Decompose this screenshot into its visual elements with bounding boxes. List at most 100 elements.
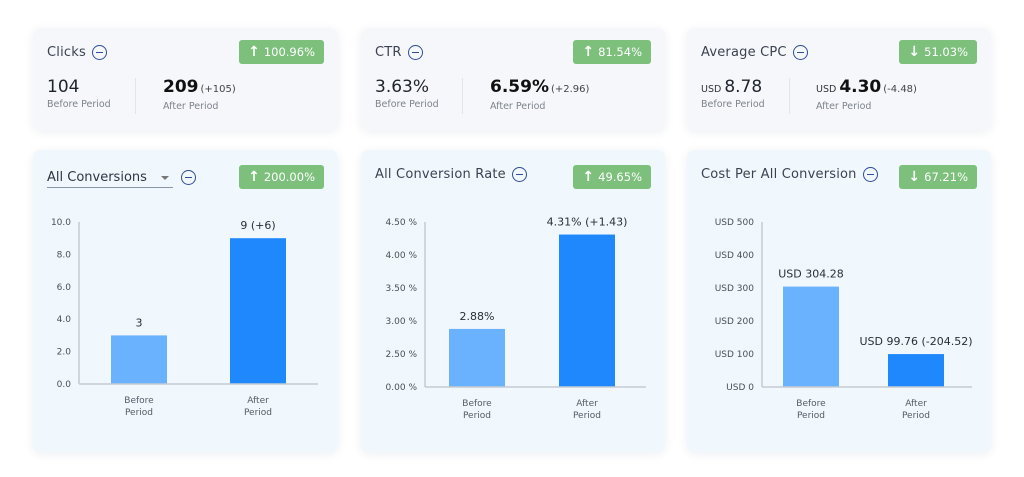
arrow-up-icon: ↑ bbox=[582, 44, 595, 60]
change-percent: 49.65% bbox=[598, 170, 642, 184]
before-label: Before Period bbox=[47, 99, 111, 110]
divider bbox=[135, 78, 136, 114]
bar-after-period bbox=[559, 234, 615, 387]
y-tick-label: 4.50 % bbox=[386, 218, 418, 228]
change-badge: ↑ 49.65% bbox=[573, 165, 651, 189]
y-tick-label: USD 200 bbox=[715, 317, 755, 327]
after-value: 209 bbox=[163, 77, 199, 97]
bar-chart-all-conversions: 0.0 2.0 4.0 6.0 8.0 10.0 3 Before Period 9 (+6) Af… bbox=[51, 218, 318, 418]
y-tick-label: 3.50 % bbox=[386, 284, 418, 294]
dropdown-selected-value: All Conversions bbox=[47, 170, 147, 185]
y-tick-label: 4.0 bbox=[57, 315, 72, 325]
y-tick-label: 2.0 bbox=[57, 348, 72, 358]
chart-card-cost-per-all-conversion: Cost Per All Conversion ↓ 67.21% USD 0 US… bbox=[687, 150, 991, 452]
x-category-label: Period bbox=[902, 411, 930, 421]
x-category-label: Before bbox=[124, 396, 154, 406]
x-category-label: Period bbox=[797, 411, 825, 421]
kpi-title-row: Average CPC bbox=[701, 45, 808, 60]
arrow-up-icon: ↑ bbox=[248, 169, 260, 185]
y-tick-label: 4.00 % bbox=[386, 251, 418, 261]
y-tick-label: USD 300 bbox=[715, 284, 755, 294]
collapse-minus-icon[interactable] bbox=[181, 170, 196, 185]
before-value: 8.78 bbox=[724, 77, 763, 97]
chart-title: All Conversion Rate bbox=[375, 167, 506, 182]
before-value: 3.63% bbox=[375, 77, 430, 97]
x-category-label: After bbox=[247, 396, 269, 406]
before-period: 104 Before Period bbox=[47, 77, 111, 110]
after-label: After Period bbox=[816, 101, 872, 112]
y-tick-label: 8.0 bbox=[57, 250, 72, 260]
arrow-down-icon: ↓ bbox=[908, 44, 921, 60]
after-value: 4.30 bbox=[839, 77, 882, 97]
change-badge: ↑ 81.54% bbox=[573, 40, 651, 64]
arrow-up-icon: ↑ bbox=[582, 169, 595, 185]
after-value: 6.59% bbox=[490, 77, 549, 97]
data-label: 2.88% bbox=[460, 310, 495, 323]
x-category-label: Period bbox=[463, 411, 491, 421]
divider bbox=[789, 78, 790, 114]
data-label: USD 99.76 (-204.52) bbox=[859, 335, 972, 348]
data-label: 3 bbox=[136, 316, 143, 329]
after-period: 6.59% (+2.96) After Period bbox=[490, 77, 589, 112]
change-badge: ↓ 51.03% bbox=[899, 40, 977, 64]
collapse-minus-icon[interactable] bbox=[792, 45, 808, 60]
bar-chart-cost-per-all-conversion: USD 0 USD 100 USD 200 USD 300 USD 400 USD 500… bbox=[715, 218, 973, 421]
chart-title-row: All Conversion Rate bbox=[375, 167, 527, 182]
bar-chart-all-conversion-rate: 0.00 % 2.50 % 3.00 % 3.50 % 4.00 % 4.50 % 2.88… bbox=[386, 216, 646, 421]
change-badge: ↑ 200.00% bbox=[239, 165, 324, 189]
x-category-label: After bbox=[576, 399, 598, 409]
kpi-card-clicks: Clicks ↑ 100.96% 104 Before Period 209 (+… bbox=[33, 28, 338, 130]
arrow-up-icon: ↑ bbox=[248, 44, 260, 60]
kpi-title: Average CPC bbox=[701, 45, 787, 60]
after-delta: (+105) bbox=[200, 84, 236, 95]
after-period: USD 4.30 (-4.48) After Period bbox=[816, 77, 917, 112]
collapse-minus-icon[interactable] bbox=[407, 45, 423, 60]
x-category-label: Period bbox=[244, 408, 272, 418]
bar-before-period bbox=[449, 328, 505, 387]
kpi-card-ctr: CTR ↑ 81.54% 3.63% Before Period 6.59% (+… bbox=[361, 28, 665, 130]
data-label: 9 (+6) bbox=[240, 219, 275, 232]
kpi-card-average-cpc: Average CPC ↓ 51.03% USD 8.78 Before Peri… bbox=[687, 28, 991, 130]
metric-dropdown[interactable]: All Conversions bbox=[47, 170, 173, 188]
after-period: 209 (+105) After Period bbox=[163, 77, 236, 112]
after-label: After Period bbox=[163, 101, 219, 112]
before-label: Before Period bbox=[375, 99, 439, 110]
arrow-down-icon: ↓ bbox=[908, 169, 921, 185]
after-delta: (-4.48) bbox=[883, 84, 917, 95]
x-category-label: Before bbox=[796, 399, 826, 409]
bar-before-period bbox=[111, 335, 167, 384]
change-percent: 67.21% bbox=[924, 170, 968, 184]
y-tick-label: 6.0 bbox=[57, 283, 72, 293]
y-tick-label: USD 0 bbox=[726, 383, 754, 393]
after-label: After Period bbox=[490, 101, 546, 112]
collapse-minus-icon[interactable] bbox=[862, 167, 878, 182]
y-tick-label: USD 100 bbox=[715, 350, 755, 360]
data-label: USD 304.28 bbox=[778, 268, 844, 281]
x-category-label: Period bbox=[125, 408, 153, 418]
change-percent: 81.54% bbox=[598, 45, 642, 59]
y-tick-label: 0.0 bbox=[57, 380, 72, 390]
kpi-title-row: CTR bbox=[375, 45, 423, 60]
x-category-label: Before bbox=[462, 399, 492, 409]
change-percent: 51.03% bbox=[924, 45, 968, 59]
kpi-title: Clicks bbox=[47, 45, 86, 60]
y-tick-label: USD 500 bbox=[715, 218, 755, 228]
chart-card-all-conversions: All Conversions ↑ 200.00% 0.0 2.0 4.0 6.0 8.… bbox=[33, 150, 338, 452]
y-tick-label: USD 400 bbox=[715, 251, 755, 261]
divider bbox=[462, 78, 463, 114]
bar-after-period bbox=[888, 354, 944, 387]
kpi-title-row: Clicks bbox=[47, 45, 107, 60]
change-badge: ↑ 100.96% bbox=[239, 40, 324, 64]
collapse-minus-icon[interactable] bbox=[511, 167, 527, 182]
chart-title: Cost Per All Conversion bbox=[701, 167, 857, 182]
bar-before-period bbox=[783, 286, 839, 387]
chart-title-row: Cost Per All Conversion bbox=[701, 167, 878, 182]
before-period: USD 8.78 Before Period bbox=[701, 77, 765, 110]
y-tick-label: 3.00 % bbox=[386, 317, 418, 327]
y-tick-label: 0.00 % bbox=[386, 383, 418, 393]
before-period: 3.63% Before Period bbox=[375, 77, 439, 110]
caret-down-icon bbox=[161, 175, 169, 180]
x-category-label: Period bbox=[573, 411, 601, 421]
collapse-minus-icon[interactable] bbox=[91, 45, 107, 60]
change-percent: 200.00% bbox=[263, 170, 315, 184]
